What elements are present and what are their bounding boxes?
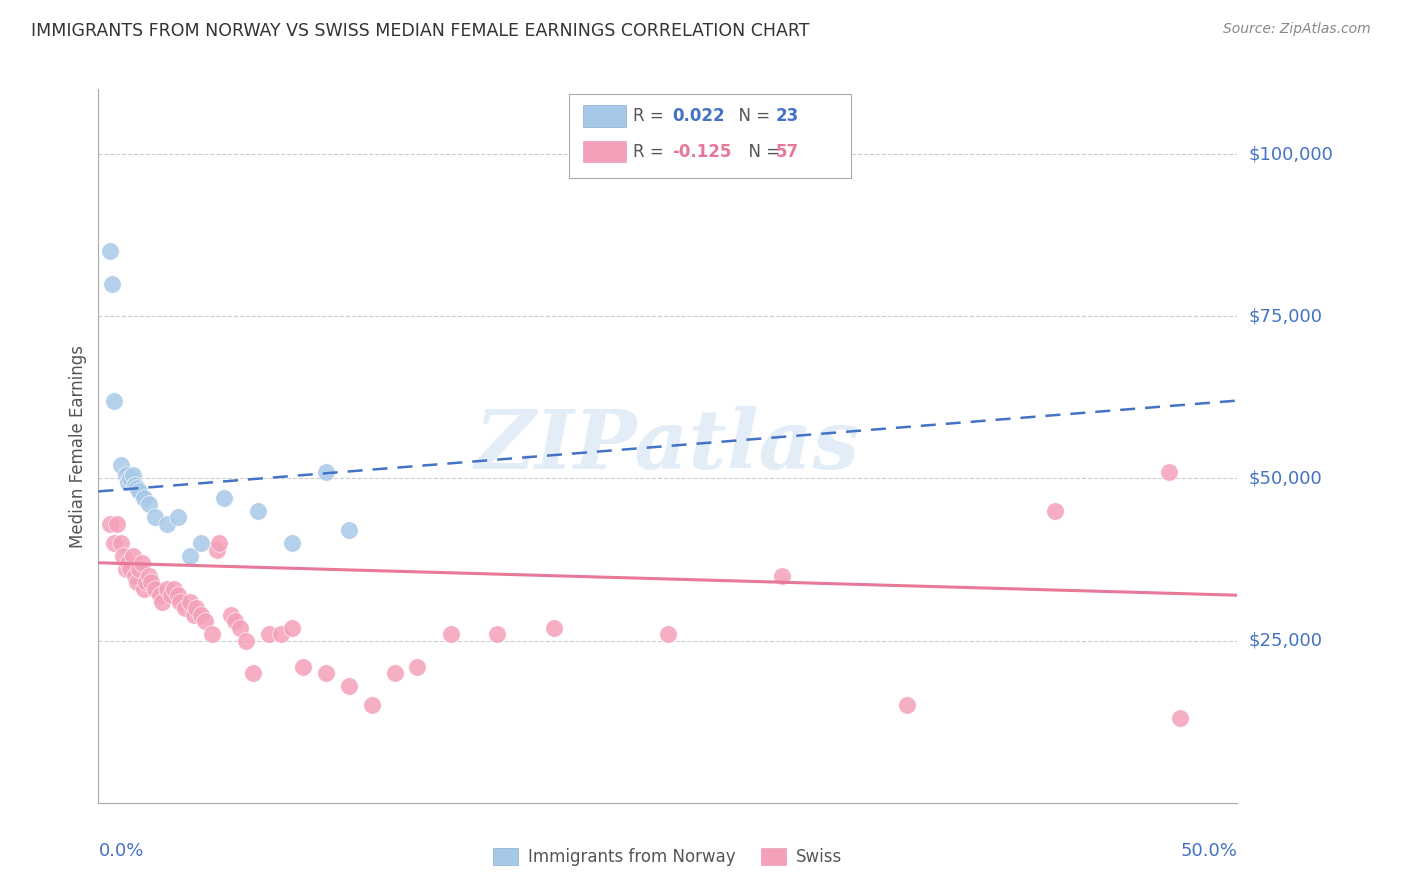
Point [105,516,128,531]
Point [337,524,360,538]
Point [145,510,167,524]
Text: Source: ZipAtlas.com: Source: ZipAtlas.com [1223,22,1371,37]
Point [98,244,121,259]
Point [292,659,315,673]
Point [138,568,160,582]
Point [486,627,509,641]
Text: -0.125: -0.125 [672,143,731,161]
Text: IMMIGRANTS FROM NORWAY VS SWISS MEDIAN FEMALE EARNINGS CORRELATION CHART: IMMIGRANTS FROM NORWAY VS SWISS MEDIAN F… [31,22,810,40]
Point [224,614,246,628]
Point [167,510,190,524]
Point [112,549,135,564]
Point [259,627,281,641]
Point [101,277,124,291]
Point [315,465,337,479]
Point [110,458,132,473]
Point [98,516,121,531]
Point [337,679,360,693]
Text: $100,000: $100,000 [1249,145,1333,163]
Point [1170,711,1192,725]
Point [114,468,136,483]
Point [120,562,142,576]
Text: R =: R = [633,107,669,125]
Text: ZIPatlas: ZIPatlas [475,406,860,486]
Point [179,549,201,564]
Point [135,575,157,590]
Point [117,475,139,489]
Legend: Immigrants from Norway, Swiss: Immigrants from Norway, Swiss [486,841,849,873]
Point [219,607,242,622]
Point [150,595,173,609]
Text: N =: N = [738,143,786,161]
Point [103,536,125,550]
Text: 50.0%: 50.0% [1181,842,1237,860]
Point [281,621,304,635]
Point [127,575,149,590]
Point [117,556,139,570]
Point [160,588,183,602]
Point [124,568,146,582]
Point [145,582,167,596]
Point [212,491,235,505]
Point [156,516,179,531]
Point [121,549,143,564]
Point [208,536,231,550]
Point [440,627,463,641]
Point [246,504,269,518]
Point [114,562,136,576]
Point [183,607,205,622]
Point [174,601,197,615]
Point [110,536,132,550]
Point [228,621,250,635]
Point [132,491,155,505]
Point [127,481,149,495]
Text: $50,000: $50,000 [1249,469,1322,487]
Point [103,393,125,408]
Point [120,471,142,485]
Point [139,575,162,590]
Point [128,562,150,576]
Point [179,595,201,609]
Point [194,614,217,628]
Point [190,607,212,622]
Point [124,478,146,492]
Point [156,582,179,596]
Point [121,468,143,483]
Text: 0.0%: 0.0% [98,842,143,860]
Point [1043,504,1066,518]
Point [235,633,257,648]
Point [543,621,565,635]
Point [384,666,406,681]
Point [896,698,918,713]
Point [132,582,155,596]
Point [205,542,228,557]
Point [190,536,212,550]
Point [406,659,429,673]
Point [270,627,292,641]
Point [162,582,184,596]
Text: 57: 57 [776,143,799,161]
Point [315,666,337,681]
Point [242,666,264,681]
Text: 0.022: 0.022 [672,107,724,125]
Point [201,627,224,641]
Point [169,595,191,609]
Point [131,556,153,570]
Point [128,484,150,499]
Point [186,601,208,615]
Point [770,568,793,582]
Point [149,588,172,602]
Y-axis label: Median Female Earnings: Median Female Earnings [69,344,87,548]
Point [138,497,160,511]
Text: N =: N = [728,107,776,125]
Point [360,698,382,713]
Point [167,588,190,602]
Point [1157,465,1180,479]
Point [281,536,304,550]
Text: $75,000: $75,000 [1249,307,1323,326]
Text: $25,000: $25,000 [1249,632,1323,649]
Point [657,627,679,641]
Text: R =: R = [633,143,669,161]
Text: 23: 23 [776,107,800,125]
